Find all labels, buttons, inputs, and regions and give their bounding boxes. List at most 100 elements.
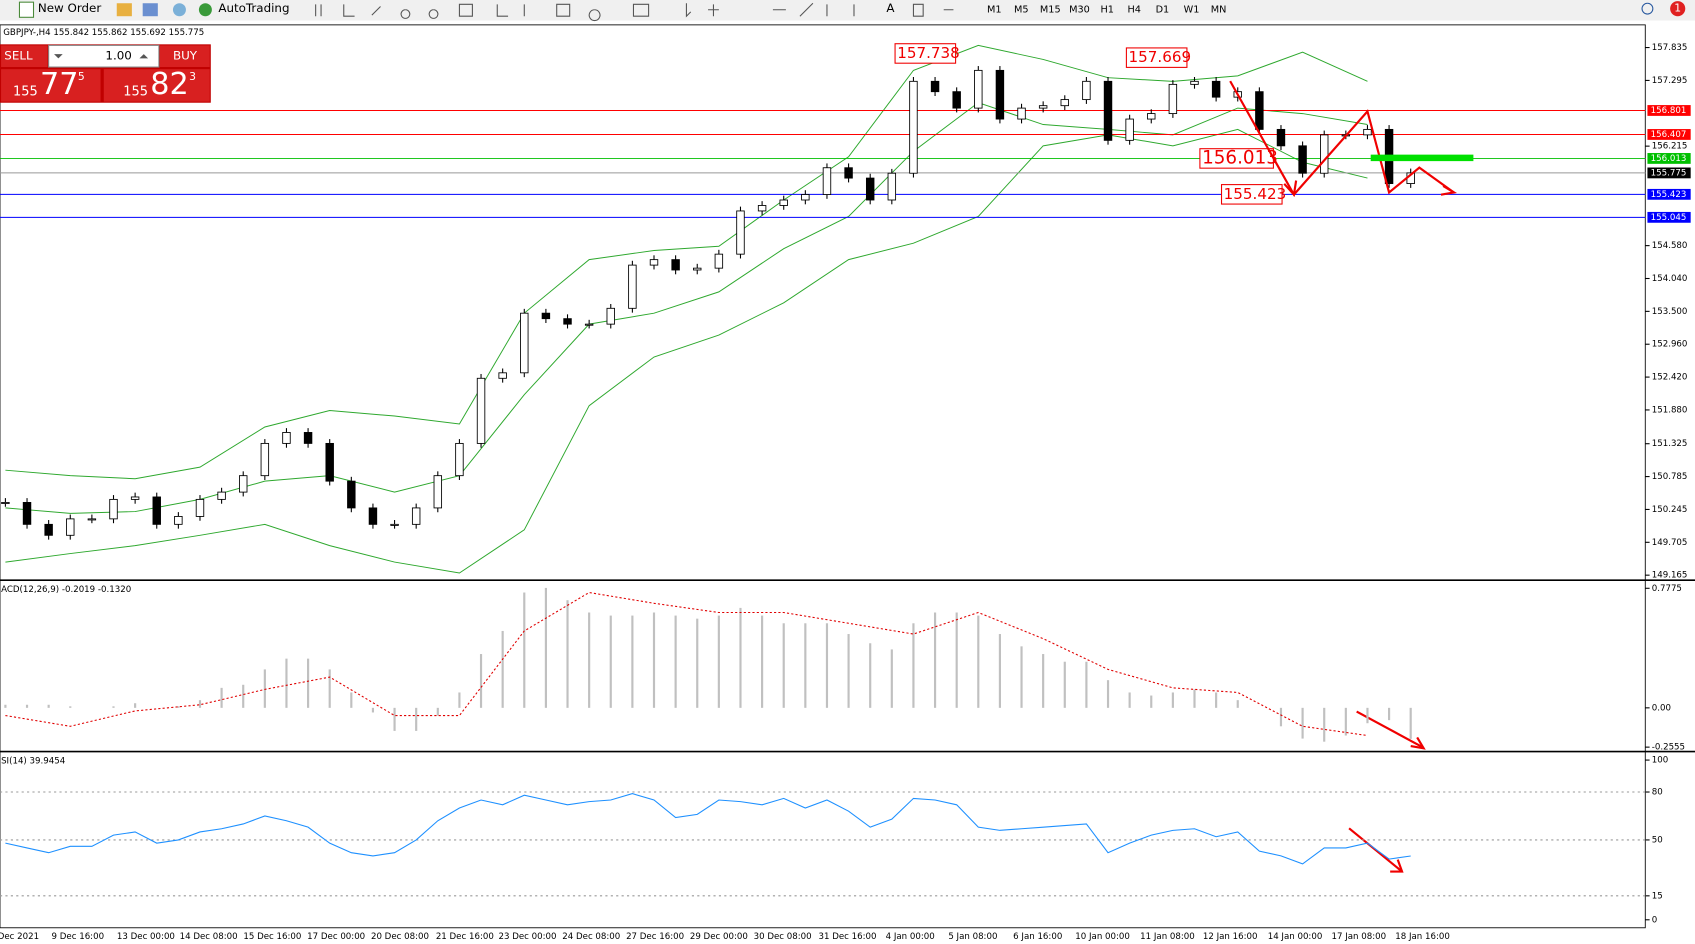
macd-bar: [1387, 707, 1391, 721]
macd-bar: [263, 669, 266, 708]
candle: [909, 80, 918, 174]
macd-bar: [458, 692, 461, 708]
y-tick-label: 157.295: [1652, 76, 1688, 86]
macd-bar: [134, 703, 137, 708]
new-order-button[interactable]: New Order: [38, 1, 102, 15]
macd-bar: [1323, 707, 1326, 742]
candle: [1, 502, 10, 504]
x-tick-label: 17 Jan 08:00: [1332, 932, 1387, 942]
candle: [1125, 118, 1134, 141]
macd-bar: [47, 704, 50, 708]
x-tick-label: 12 Jan 16:00: [1203, 932, 1258, 942]
search-icon[interactable]: [1641, 2, 1654, 15]
level-label: 155.775: [1651, 168, 1687, 178]
macd-bar: [998, 634, 1002, 708]
x-tick-label: 17 Dec 00:00: [307, 932, 365, 942]
candle: [109, 498, 118, 520]
macd-bar: [285, 658, 288, 708]
text-tool[interactable]: A: [886, 1, 895, 15]
chart-frame: [0, 24, 1646, 929]
candle: [649, 259, 659, 266]
macd-bar: [912, 623, 915, 708]
y-tick-label: 152.420: [1652, 373, 1688, 383]
macd-bar: [177, 706, 180, 708]
timeframe-button[interactable]: H4: [1127, 5, 1140, 16]
candle: [1211, 80, 1221, 98]
lots-input[interactable]: [48, 44, 160, 68]
candle: [411, 507, 421, 525]
sell-price-fraction[interactable]: 5: [78, 70, 85, 83]
y-tick-label: 15: [1652, 891, 1663, 901]
toolbar-icon[interactable]: [116, 3, 132, 17]
notification-count: 1: [1674, 2, 1681, 15]
candle: [628, 264, 637, 309]
toolbar-tools[interactable]: [315, 2, 954, 22]
x-tick-label: 9 Dec 16:00: [52, 932, 105, 942]
lots-value[interactable]: 1.00: [105, 49, 131, 63]
toolbar-icon[interactable]: [172, 3, 186, 17]
candle: [801, 194, 810, 201]
macd-bar: [1150, 695, 1153, 708]
x-tick-label: 23 Dec 00:00: [499, 932, 557, 942]
candle: [390, 523, 399, 526]
candle: [779, 199, 788, 206]
macd-bar: [523, 592, 526, 708]
macd-bar: [479, 654, 483, 708]
x-tick-label: 10 Jan 00:00: [1075, 932, 1130, 942]
macd-bar: [674, 615, 677, 708]
candle: [1190, 80, 1199, 85]
macd-bar: [1236, 700, 1239, 708]
support-zone: [1370, 154, 1474, 162]
new-order-icon[interactable]: [18, 1, 35, 18]
timeframe-button[interactable]: M15: [1040, 5, 1061, 16]
macd-bar: [717, 615, 720, 708]
buy-label[interactable]: BUY: [173, 49, 198, 63]
y-tick-label: 149.705: [1652, 538, 1688, 548]
timeframe-button[interactable]: W1: [1184, 5, 1200, 16]
x-tick-label: 6 Jan 16:00: [1013, 932, 1062, 942]
candle: [1363, 128, 1372, 136]
level-tag: [1647, 129, 1691, 140]
main-chart: 157.835 157.295 156.215 154.580 154.040 153.5…: [0, 43, 1691, 581]
timeframe-button[interactable]: M5: [1014, 5, 1029, 16]
timeframe-button[interactable]: D1: [1156, 5, 1170, 16]
macd-bar: [371, 707, 375, 713]
candle: [455, 442, 464, 477]
level-tag: [1647, 153, 1691, 164]
candle: [1168, 83, 1178, 115]
timeframe-button[interactable]: MN: [1211, 5, 1227, 16]
notification-badge[interactable]: [1670, 1, 1686, 17]
buy-price-box[interactable]: [103, 69, 210, 102]
sell-price-pips[interactable]: 77: [40, 67, 79, 102]
candle: [433, 475, 443, 509]
buy-price-fraction[interactable]: 3: [189, 70, 196, 83]
autotrading-icon[interactable]: [198, 3, 212, 17]
macd-bar: [242, 684, 245, 708]
buy-price-pips[interactable]: 82: [150, 67, 189, 102]
buy-price-big[interactable]: 155: [123, 84, 148, 99]
candle: [217, 491, 226, 500]
candle: [1255, 91, 1264, 130]
timeframe-button[interactable]: M30: [1069, 5, 1090, 16]
level-label: 156.407: [1651, 130, 1687, 140]
toolbar-icon[interactable]: [142, 3, 158, 17]
buy-button[interactable]: [159, 45, 210, 68]
macd-bar: [1171, 692, 1174, 708]
sell-price-box[interactable]: [1, 69, 101, 102]
macd-bar: [804, 623, 807, 708]
macd-bar: [1344, 707, 1347, 736]
timeframe-button[interactable]: H1: [1100, 5, 1113, 16]
timeframe-button[interactable]: M1: [987, 5, 1002, 16]
sell-label[interactable]: SELL: [4, 49, 33, 63]
macd-bar: [112, 706, 115, 708]
candle: [606, 307, 615, 325]
y-tick-label: 151.880: [1652, 405, 1688, 415]
macd-bar: [631, 615, 634, 708]
sell-button[interactable]: [1, 45, 48, 68]
sell-price-big[interactable]: 155: [13, 84, 38, 99]
y-tick-label: 151.325: [1652, 439, 1688, 449]
autotrading-button[interactable]: AutoTrading: [218, 1, 289, 15]
bollinger-middle: [5, 102, 1368, 514]
candle: [152, 496, 161, 525]
